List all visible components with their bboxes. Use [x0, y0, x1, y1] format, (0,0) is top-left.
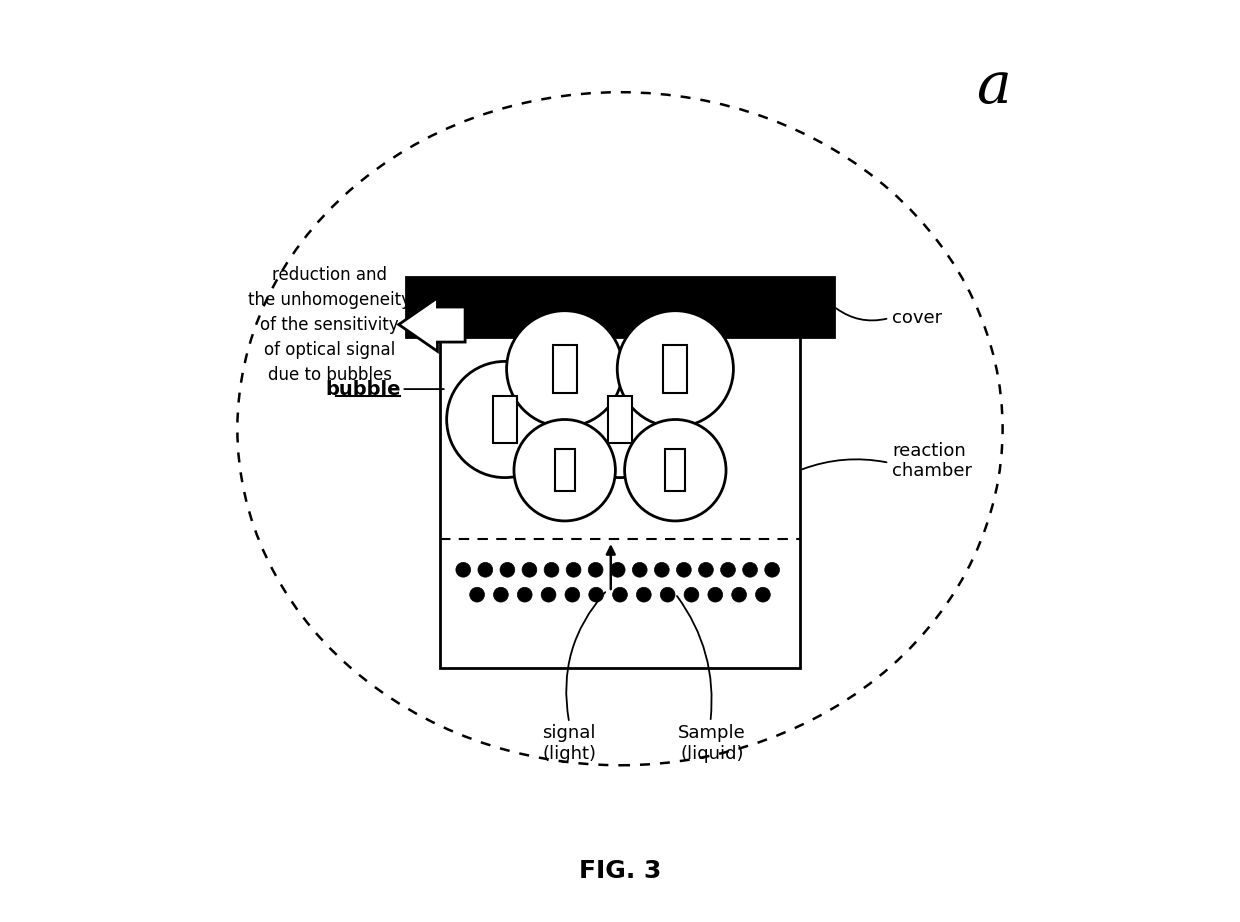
Circle shape	[513, 420, 615, 521]
Text: reaction
chamber: reaction chamber	[892, 442, 972, 480]
Circle shape	[636, 587, 651, 602]
Circle shape	[588, 562, 603, 577]
Circle shape	[618, 311, 733, 427]
Bar	[608, 396, 632, 443]
Text: cover: cover	[892, 309, 942, 327]
Circle shape	[698, 562, 713, 577]
Bar	[440, 313, 800, 668]
Circle shape	[708, 587, 723, 602]
Text: reduction and
the unhomogeneity
of the sensitivity
of optical signal
due to bubb: reduction and the unhomogeneity of the s…	[248, 266, 412, 384]
Circle shape	[567, 562, 582, 577]
Circle shape	[565, 587, 580, 602]
Circle shape	[765, 562, 780, 577]
Circle shape	[655, 562, 670, 577]
Text: Sample
(liquid): Sample (liquid)	[678, 724, 746, 762]
Bar	[492, 396, 517, 443]
Circle shape	[522, 562, 537, 577]
Circle shape	[755, 587, 770, 602]
Bar	[553, 345, 577, 393]
Circle shape	[517, 587, 532, 602]
Circle shape	[500, 562, 515, 577]
Circle shape	[507, 311, 622, 427]
Bar	[665, 450, 686, 491]
Circle shape	[610, 562, 625, 577]
Circle shape	[743, 562, 758, 577]
Bar	[405, 277, 835, 337]
Circle shape	[562, 361, 678, 478]
Circle shape	[625, 420, 727, 521]
Circle shape	[677, 562, 691, 577]
Circle shape	[470, 587, 485, 602]
Circle shape	[660, 587, 675, 602]
Circle shape	[541, 587, 556, 602]
Circle shape	[589, 587, 604, 602]
Circle shape	[632, 562, 647, 577]
Bar	[663, 345, 687, 393]
Bar	[554, 450, 575, 491]
Circle shape	[446, 361, 563, 478]
Circle shape	[544, 562, 559, 577]
Circle shape	[720, 562, 735, 577]
Text: a: a	[976, 59, 1011, 116]
Text: bubble: bubble	[325, 380, 401, 398]
Text: signal
(light): signal (light)	[542, 724, 596, 762]
FancyArrow shape	[399, 298, 465, 351]
Circle shape	[494, 587, 508, 602]
Circle shape	[613, 587, 627, 602]
Circle shape	[456, 562, 471, 577]
Text: FIG. 3: FIG. 3	[579, 859, 661, 883]
Circle shape	[684, 587, 699, 602]
Circle shape	[477, 562, 492, 577]
Circle shape	[732, 587, 746, 602]
